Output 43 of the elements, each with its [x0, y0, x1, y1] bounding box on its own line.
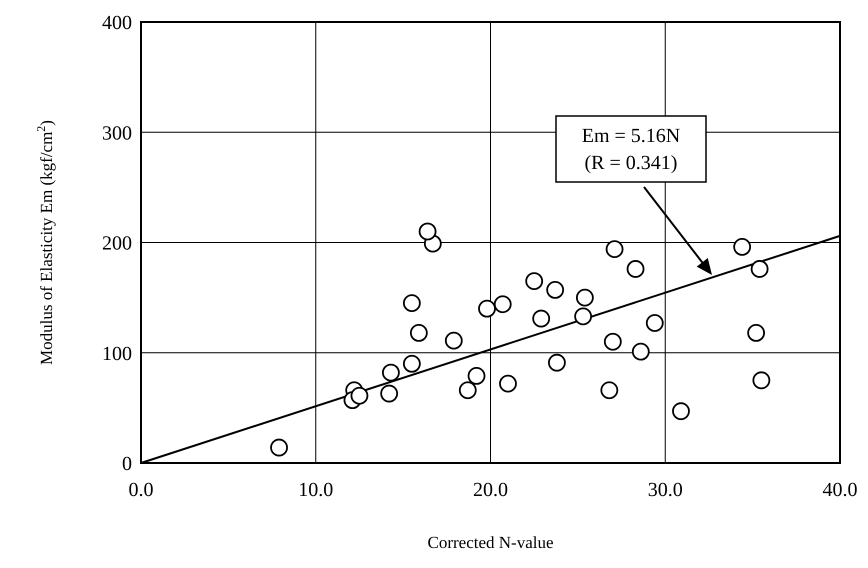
point [672, 402, 690, 420]
point [270, 438, 288, 456]
point [632, 342, 650, 361]
point [468, 367, 486, 385]
y-tick-label: 100 [102, 342, 132, 365]
y-tick-label: 0 [122, 453, 132, 475]
point [546, 281, 564, 299]
y-tick-label: 400 [102, 12, 132, 34]
point [646, 314, 664, 332]
x-tick-label: 20.0 [473, 479, 508, 501]
point [606, 240, 624, 258]
x-tick-label: 10.0 [298, 479, 334, 501]
point [350, 386, 368, 405]
point [532, 310, 550, 328]
y-tick-label: 200 [102, 232, 132, 254]
point [418, 222, 436, 240]
point [750, 260, 769, 278]
point [382, 364, 400, 382]
point [752, 371, 770, 390]
x-axis-title: Corrected N-value [427, 533, 554, 552]
point [410, 324, 428, 342]
point [548, 354, 566, 372]
point [402, 294, 421, 312]
x-tick-label: 30.0 [648, 479, 683, 501]
point [600, 381, 618, 400]
point [444, 332, 463, 350]
x-tick-label: 0.0 [128, 479, 154, 501]
point [525, 272, 544, 290]
point [494, 295, 512, 314]
point [402, 354, 421, 373]
point [499, 374, 517, 393]
point [733, 238, 752, 256]
y-tick-label: 300 [102, 122, 132, 144]
annotation: Em = 5.16N (R = 0.341) [582, 125, 680, 174]
point [747, 324, 766, 342]
x-tick-label: 40.0 [822, 479, 858, 501]
point [626, 260, 644, 278]
point [478, 300, 496, 318]
point [576, 288, 594, 307]
point [574, 307, 592, 326]
point [380, 384, 398, 402]
point [604, 332, 622, 351]
point [458, 381, 477, 400]
